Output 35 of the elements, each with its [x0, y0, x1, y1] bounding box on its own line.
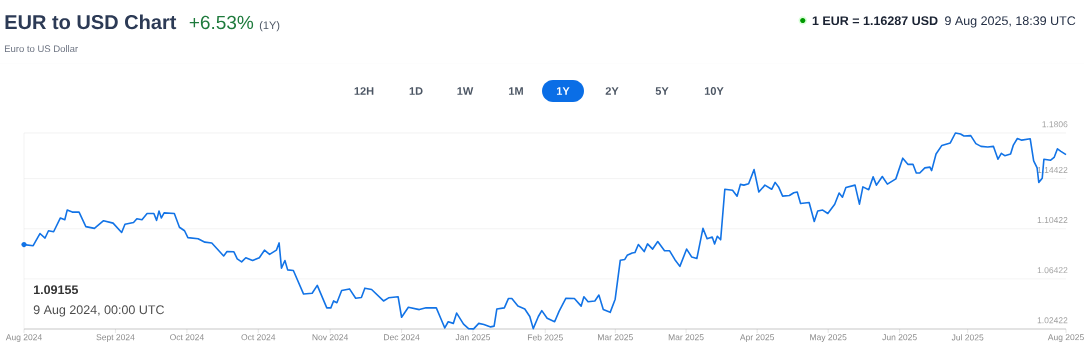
x-tick-label: Sept 2024 [96, 334, 135, 342]
annotation: 1.09155 [33, 285, 79, 295]
x-tick-label: Aug 2025 [1047, 334, 1084, 342]
y-tick-label: 1.1806 [1042, 121, 1068, 128]
text: +6.53% [189, 15, 254, 30]
text: 1W [457, 87, 474, 95]
y-tick-label: 1.02422 [1037, 317, 1068, 324]
text: 1 EUR = 1.16287 USD [812, 16, 938, 26]
x-tick-label: Mar 2025 [668, 334, 704, 341]
x-tick-label: Dec 2024 [384, 334, 420, 341]
chart-title: EUR to USD Chart [5, 14, 177, 30]
text: 9 Aug 2025, 18:39 UTC [945, 16, 1076, 28]
x-tick-label: Mar 2025 [598, 334, 633, 341]
text: 10Y [704, 87, 724, 95]
text: 5Y [655, 87, 669, 95]
x-tick-label: Jun 2025 [882, 334, 917, 341]
text: 1D [409, 87, 423, 95]
text: 1M [509, 87, 523, 95]
text: (1Y) [259, 21, 280, 32]
annotation: 9 Aug 2024, 00:00 UTC [33, 305, 165, 317]
x-tick-label: May 2025 [810, 334, 847, 342]
x-tick-label: Nov 2024 [312, 334, 349, 341]
x-tick-label: Oct 2024 [170, 334, 204, 341]
text: 2Y [605, 87, 619, 95]
y-tick-label: 1.10422 [1037, 217, 1068, 224]
text: 1Y [556, 87, 570, 95]
x-tick-label: Feb 2025 [527, 334, 563, 341]
chart-subtitle: Euro to US Dollar [4, 45, 78, 53]
x-tick-label: Jan 2025 [455, 334, 491, 341]
x-tick-label: Apr 2025 [739, 334, 775, 342]
x-tick-label: Oct 2024 [241, 334, 276, 341]
x-tick-label: Jul 2025 [951, 334, 984, 341]
y-tick-label: 1.06422 [1037, 267, 1068, 274]
text: 12H [354, 87, 374, 95]
x-tick-label: Aug 2024 [5, 334, 42, 342]
